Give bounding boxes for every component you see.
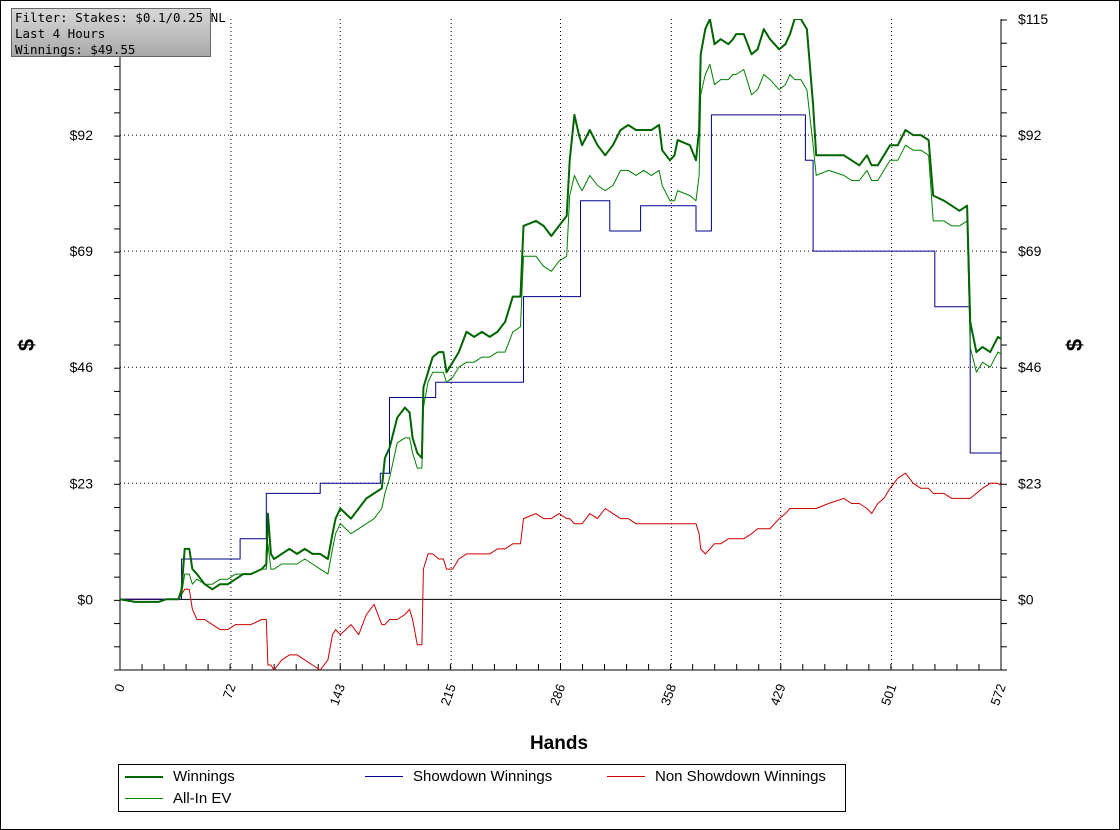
filter-period-text: Last 4 Hours <box>15 26 106 41</box>
y-tick-label-right: $69 <box>1018 243 1042 259</box>
filter-info-box: Filter: Stakes: $0.1/0.25 NL Last 4 Hour… <box>11 8 226 57</box>
y-tick-label-right: $115 <box>1018 11 1048 27</box>
legend-label-winnings: Winnings <box>173 768 235 785</box>
x-tick-label: 572 <box>987 682 1009 708</box>
legend-label-all-in-ev: All-In EV <box>173 790 232 807</box>
legend-swatch-showdown <box>365 776 403 777</box>
x-tick-label: 501 <box>878 682 900 708</box>
legend: Winnings All-In EV Showdown Winnings Non… <box>118 764 846 812</box>
filter-winnings-text: Winnings: $49.55 <box>15 42 136 57</box>
y-tick-label-left: $69 <box>70 243 94 259</box>
legend-item-all-in-ev: All-In EV <box>125 790 231 807</box>
y-tick-label-left: $46 <box>70 359 94 375</box>
y-tick-label-right: $46 <box>1018 359 1042 375</box>
filter-stakes-text: Filter: Stakes: $0.1/0.25 NL <box>15 10 226 25</box>
y-tick-label-right: $92 <box>1018 127 1042 143</box>
y-axis-title-right: $ <box>1062 339 1087 351</box>
y-tick-label-left: $92 <box>70 127 94 143</box>
legend-label-showdown: Showdown Winnings <box>413 768 553 785</box>
legend-item-winnings: Winnings <box>125 768 235 785</box>
legend-swatch-winnings <box>125 775 163 778</box>
y-tick-label-left: $23 <box>70 475 94 491</box>
x-tick-label: 72 <box>220 682 239 701</box>
y-tick-label-right: $23 <box>1018 475 1042 491</box>
x-axis-title: Hands <box>530 733 588 754</box>
x-tick-label: 429 <box>767 682 789 708</box>
legend-item-showdown: Showdown Winnings <box>365 768 552 785</box>
axes <box>114 19 1007 671</box>
series-lines <box>120 19 1001 670</box>
series-line-showdown-winnings <box>120 114 1001 600</box>
legend-swatch-all-in-ev <box>125 798 163 799</box>
legend-item-non-showdown: Non Showdown Winnings <box>607 768 826 785</box>
x-tick-label: 358 <box>658 682 680 708</box>
y-tick-label-right: $0 <box>1018 591 1034 607</box>
series-line-all-in-ev <box>120 63 1001 603</box>
grid-lines <box>120 19 1001 670</box>
x-tick-label: 0 <box>111 682 128 694</box>
tick-labels: 0 72 143 215 286 358 429 501 572 $0 $0 $23 $23 $46 $46… <box>63 11 1048 707</box>
y-tick-label-left: $0 <box>77 591 93 607</box>
series-line-non-showdown-winnings <box>120 472 1001 670</box>
x-tick-label: 143 <box>327 682 349 708</box>
y-axis-title-left: $ <box>14 339 39 351</box>
series-line-winnings <box>120 19 1001 603</box>
legend-label-non-showdown: Non Showdown Winnings <box>655 768 826 785</box>
x-tick-label: 286 <box>547 682 569 708</box>
legend-swatch-non-showdown <box>607 776 645 777</box>
x-tick-label: 215 <box>437 682 459 708</box>
